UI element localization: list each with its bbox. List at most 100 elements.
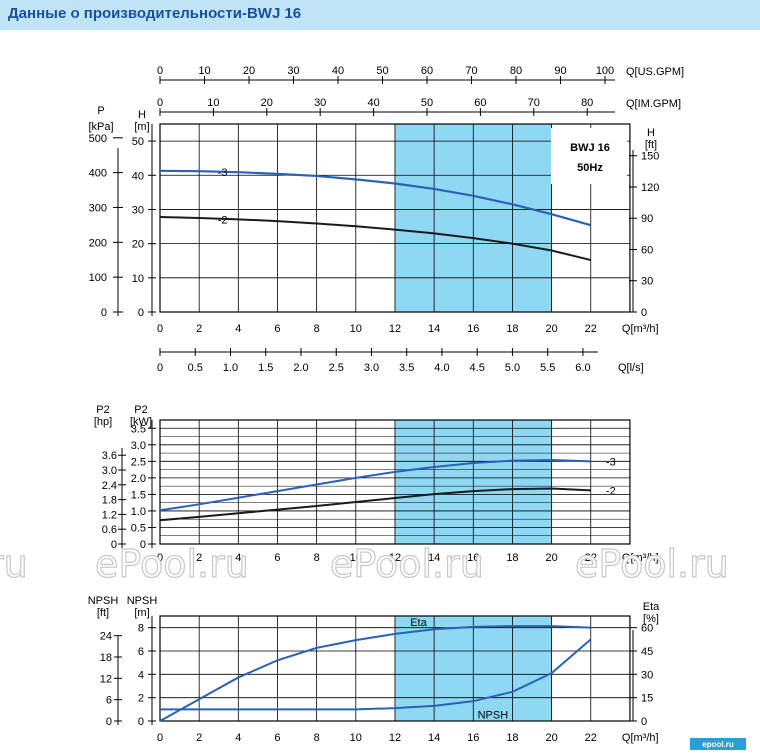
head-left-axis-m-tick-label: 40 xyxy=(132,170,144,182)
power-left-axis-kw-tick-label: 1.5 xyxy=(131,489,146,501)
ls-axis-tick-label: 2.0 xyxy=(293,362,308,374)
head-x-tick-label: 10 xyxy=(350,323,362,335)
eta-right-axis-tick-label: 60 xyxy=(641,623,653,635)
head-title-box xyxy=(551,128,627,184)
head-x-tick-label: 6 xyxy=(274,323,280,335)
top-axis-usgpm-tick-label: 100 xyxy=(596,65,614,77)
ls-axis-tick-label: 3.0 xyxy=(364,362,379,374)
ls-axis-tick-label: 0.5 xyxy=(188,362,203,374)
power-left-axis-kw-tick-label: 2.0 xyxy=(131,473,146,485)
head-x-tick-label: 20 xyxy=(545,323,557,335)
power-x-tick-label: 10 xyxy=(350,552,362,564)
head-right-axis-ft-tick-label: 120 xyxy=(641,182,659,194)
top-axis-imgpm-label: Q[IM.GPM] xyxy=(626,98,681,110)
top-axis-imgpm-tick-label: 40 xyxy=(367,97,379,109)
head-left-axis-m-tick-label: 10 xyxy=(132,273,144,285)
head-left-axis-m-label: H xyxy=(138,109,146,121)
power-left-axis-kw-unit: [kW] xyxy=(130,416,152,428)
top-axis-usgpm-tick-label: 10 xyxy=(198,65,210,77)
head-left-axis-kpa-tick-label: 400 xyxy=(89,168,107,180)
npsh-x-tick-label: 16 xyxy=(467,732,479,744)
power-left-axis-kw-tick-label: 2.5 xyxy=(131,456,146,468)
eta-right-axis-unit: [%] xyxy=(643,613,659,625)
power-left-axis-hp-label: P2 xyxy=(96,404,109,416)
head-right-axis-ft-label: H xyxy=(647,127,655,139)
watermark: ePool.ru xyxy=(575,542,729,586)
power-x-tick-label: 4 xyxy=(235,552,241,564)
eta-curve-label: Eta xyxy=(410,617,427,629)
power-curve-3 xyxy=(159,459,591,512)
npsh-x-axis-label: Q[m³/h] xyxy=(622,732,659,744)
power-x-tick-label: 14 xyxy=(428,552,440,564)
top-axis-usgpm-tick-label: 90 xyxy=(554,65,566,77)
power-x-tick-label: 20 xyxy=(545,552,557,564)
power-left-axis-hp-tick-label: 1.2 xyxy=(102,509,117,521)
eta-curve xyxy=(159,625,591,722)
ls-axis-tick-label: 5.0 xyxy=(505,362,520,374)
ls-axis-tick-label: 3.5 xyxy=(399,362,414,374)
ls-axis-tick-label: 1.0 xyxy=(223,362,238,374)
npsh-x-tick-label: 22 xyxy=(585,732,597,744)
npsh-curve-label: NPSH xyxy=(478,710,509,722)
npsh-left-axis-ft-unit: [ft] xyxy=(97,607,109,619)
npsh-left-axis-m-label: NPSH xyxy=(127,595,158,607)
npsh-left-axis-m-unit: [m] xyxy=(134,607,149,619)
head-left-axis-kpa-tick-label: 500 xyxy=(89,133,107,145)
npsh-curve xyxy=(160,638,592,711)
eta-right-axis-tick-label: 45 xyxy=(641,646,653,658)
head-title-line2: 50Hz xyxy=(577,162,603,174)
npsh-x-tick-label: 8 xyxy=(314,732,320,744)
power-left-axis-hp-tick-label: 0.6 xyxy=(102,524,117,536)
npsh-x-tick-label: 12 xyxy=(389,732,401,744)
eta-right-axis-label: Eta xyxy=(643,601,660,613)
head-left-axis-m-tick-label: 0 xyxy=(138,307,144,319)
eta-right-axis-tick-label: 30 xyxy=(641,669,653,681)
watermark-logo-badge xyxy=(690,738,746,750)
power-left-axis-hp-tick-label: 1.8 xyxy=(102,495,117,507)
npsh-x-tick-label: 10 xyxy=(350,732,362,744)
power-left-axis-hp-tick-label: 0 xyxy=(111,539,117,551)
ls-axis-tick-label: 6.0 xyxy=(575,362,590,374)
npsh-left-axis-m-tick-label: 6 xyxy=(138,646,144,658)
head-left-axis-kpa-tick-label: 200 xyxy=(89,237,107,249)
head-left-axis-kpa-unit: [kPa] xyxy=(88,121,113,133)
npsh-left-axis-m-tick-label: 2 xyxy=(138,693,144,705)
top-axis-imgpm-tick-label: 80 xyxy=(581,97,593,109)
eta-right-axis-tick-label: 0 xyxy=(641,716,647,728)
npsh-x-tick-label: 4 xyxy=(235,732,241,744)
ls-axis-tick-label: 1.5 xyxy=(258,362,273,374)
top-axis-usgpm-label: Q[US.GPM] xyxy=(626,66,684,78)
head-x-tick-label: 2 xyxy=(196,323,202,335)
head-right-axis-ft-tick-label: 0 xyxy=(641,307,647,319)
npsh-x-tick-label: 20 xyxy=(545,732,557,744)
head-x-tick-label: 0 xyxy=(157,323,163,335)
npsh-left-axis-ft-label: NPSH xyxy=(88,595,119,607)
head-left-axis-kpa-label: P xyxy=(97,105,104,117)
head-right-axis-ft-tick-label: 150 xyxy=(641,151,659,163)
head-curve-2 xyxy=(159,215,591,262)
top-axis-imgpm-tick-label: 50 xyxy=(421,97,433,109)
head-left-axis-m-tick-label: 50 xyxy=(132,136,144,148)
head-left-axis-kpa-tick-label: 0 xyxy=(101,307,107,319)
top-axis-usgpm-tick-label: 20 xyxy=(243,65,255,77)
power-left-axis-kw-tick-label: 0.5 xyxy=(131,522,146,534)
top-axis-usgpm-tick-label: 30 xyxy=(287,65,299,77)
power-left-axis-kw-tick-label: 3.5 xyxy=(131,423,146,435)
power-x-tick-label: 8 xyxy=(314,552,320,564)
head-curve-label: -3 xyxy=(218,167,228,179)
power-x-tick-label: 18 xyxy=(506,552,518,564)
ls-axis-tick-label: 4.5 xyxy=(470,362,485,374)
power-curve-label: -2 xyxy=(606,485,616,497)
eta-right-axis-tick-label: 15 xyxy=(641,693,653,705)
top-axis-usgpm-tick-label: 0 xyxy=(157,65,163,77)
head-right-axis-ft-unit: [ft] xyxy=(645,139,657,151)
power-x-tick-label: 6 xyxy=(274,552,280,564)
head-x-tick-label: 18 xyxy=(506,323,518,335)
top-axis-imgpm-tick-label: 60 xyxy=(474,97,486,109)
top-axis-usgpm-tick-label: 70 xyxy=(465,65,477,77)
top-axis-usgpm-tick-label: 40 xyxy=(332,65,344,77)
head-x-axis-label: Q[m³/h] xyxy=(622,323,659,335)
top-axis-imgpm-tick-label: 20 xyxy=(261,97,273,109)
head-x-tick-label: 4 xyxy=(235,323,241,335)
head-left-axis-m-tick-label: 30 xyxy=(132,204,144,216)
